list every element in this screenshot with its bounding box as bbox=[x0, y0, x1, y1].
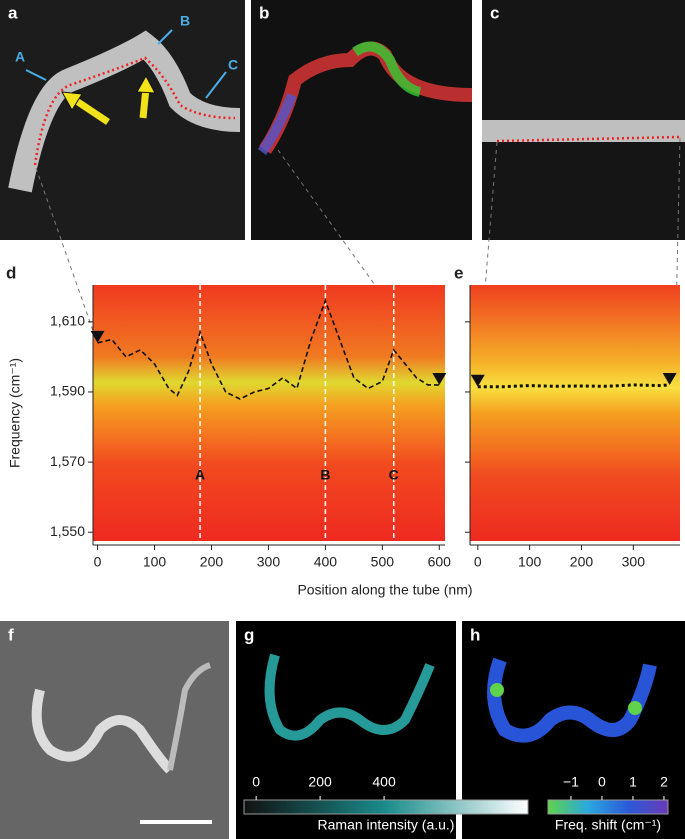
panel-label: f bbox=[8, 625, 14, 644]
colorbar-label: Raman intensity (a.u.) bbox=[318, 817, 455, 833]
colorbar bbox=[547, 799, 669, 815]
panel-b-image bbox=[251, 0, 473, 240]
heatmap bbox=[470, 285, 680, 541]
panel-c-image bbox=[482, 0, 685, 240]
panel-a-image: A B C bbox=[0, 0, 245, 240]
end-arrow bbox=[662, 372, 677, 385]
x-axis-label: Position along the tube (nm) bbox=[297, 582, 472, 598]
panel-label: d bbox=[6, 263, 16, 282]
end-arrow bbox=[470, 374, 485, 387]
marker-label: B bbox=[320, 467, 330, 483]
series-line bbox=[97, 298, 440, 400]
panel-label: g bbox=[244, 625, 254, 644]
colorbar-tick-label: 0 bbox=[252, 774, 260, 790]
x-tick-label: 100 bbox=[518, 554, 542, 570]
panel-label: b bbox=[259, 3, 269, 22]
x-tick-label: 300 bbox=[622, 554, 646, 570]
y-tick-label: 1,550 bbox=[50, 523, 85, 539]
end-arrow bbox=[432, 372, 447, 385]
y-tick-label: 1,570 bbox=[50, 453, 85, 469]
x-tick-label: 200 bbox=[570, 554, 594, 570]
y-tick-label: 1,610 bbox=[50, 313, 85, 329]
panel-label: h bbox=[470, 625, 480, 644]
colorbar-tick-label: 400 bbox=[372, 774, 396, 790]
panel-label: a bbox=[8, 3, 18, 22]
annotation: A bbox=[15, 49, 25, 65]
y-axis-label: Frequency (cm⁻¹) bbox=[7, 358, 23, 468]
heatmap bbox=[93, 285, 445, 541]
marker-label: C bbox=[389, 467, 399, 483]
colorbar-tick-label: −1 bbox=[563, 774, 579, 790]
x-tick-label: 0 bbox=[474, 554, 482, 570]
colorbar-label: Freq. shift (cm⁻¹) bbox=[555, 817, 661, 833]
x-tick-label: 500 bbox=[371, 554, 395, 570]
x-tick-label: 300 bbox=[257, 554, 281, 570]
colorbar-tick-label: 2 bbox=[660, 774, 668, 790]
series-line bbox=[477, 383, 670, 389]
x-tick-label: 0 bbox=[94, 554, 102, 570]
panel-label: c bbox=[490, 3, 499, 22]
x-tick-label: 600 bbox=[428, 554, 452, 570]
colorbar bbox=[243, 799, 529, 815]
end-arrow bbox=[90, 330, 105, 343]
panel-label: e bbox=[454, 263, 463, 282]
y-tick-label: 1,590 bbox=[50, 383, 85, 399]
colorbar-tick-label: 200 bbox=[308, 774, 332, 790]
x-tick-label: 100 bbox=[143, 554, 167, 570]
marker-label: A bbox=[195, 467, 205, 483]
annotation: B bbox=[180, 13, 190, 29]
colorbar-tick-label: 0 bbox=[598, 774, 606, 790]
panel-f-image bbox=[0, 621, 229, 839]
colorbar-tick-label: 1 bbox=[629, 774, 637, 790]
annotation: C bbox=[228, 57, 238, 73]
x-tick-label: 200 bbox=[200, 554, 224, 570]
x-tick-label: 400 bbox=[314, 554, 338, 570]
